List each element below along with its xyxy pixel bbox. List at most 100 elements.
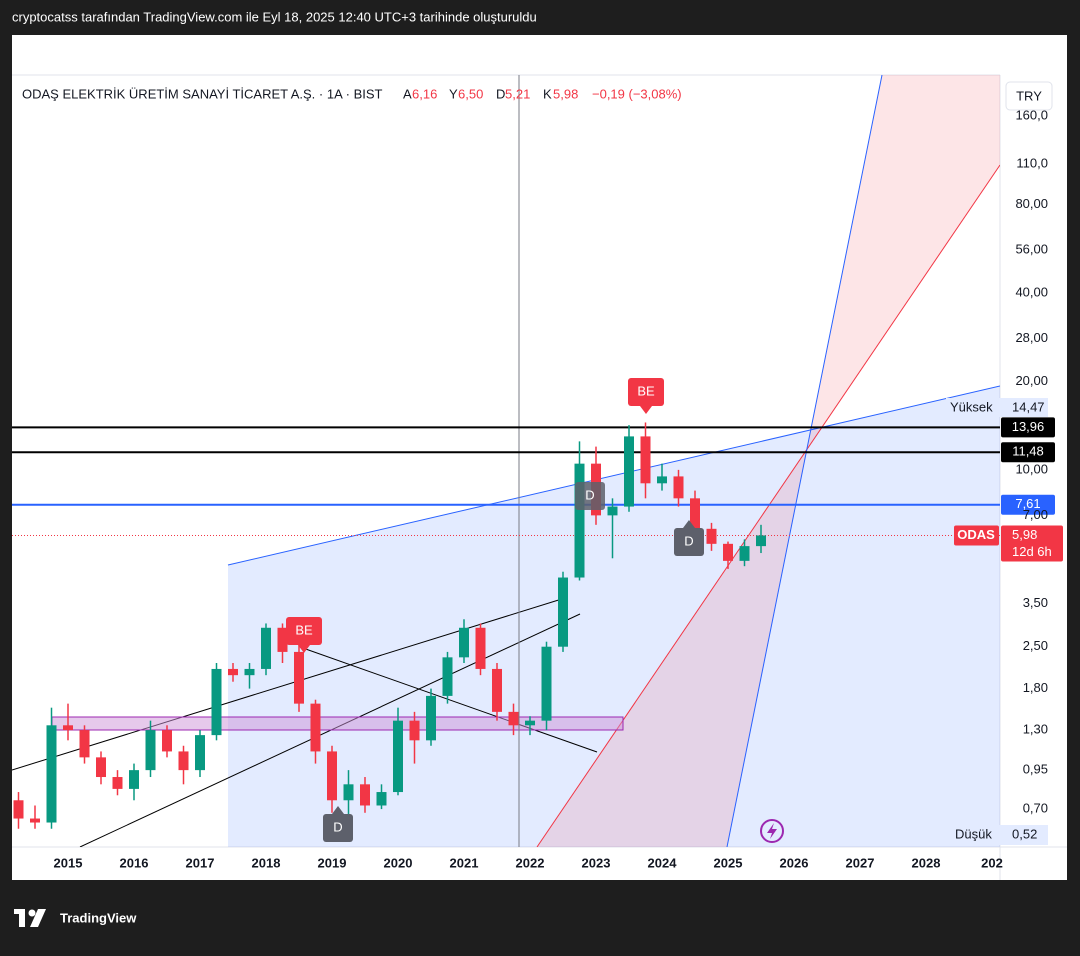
candle-body — [442, 657, 453, 696]
marker-box — [628, 378, 664, 406]
candle-body — [145, 730, 156, 771]
level-tag — [1001, 494, 1055, 515]
candle-body — [574, 463, 585, 578]
price-tick-label: 1,30 — [1023, 722, 1048, 737]
price-tag — [1001, 525, 1063, 562]
high: 6,50 — [458, 86, 483, 101]
time-tick-label: 2018 — [252, 855, 281, 870]
candle-body — [508, 711, 519, 726]
trend-line — [536, 164, 1000, 847]
chart-panel — [12, 35, 1067, 880]
time-tick-label: 202 — [981, 855, 1003, 870]
candle-body — [723, 543, 733, 561]
time-tick-label: 2023 — [582, 855, 611, 870]
marker-tip — [683, 520, 695, 528]
candle-body — [195, 735, 205, 771]
fan-blue — [228, 386, 1000, 847]
time-tick-label: 2019 — [318, 855, 347, 870]
logo-mark — [30, 909, 46, 927]
logo: TradingView — [14, 909, 137, 927]
time-tick-label: 2017 — [186, 855, 215, 870]
candle-body — [30, 818, 40, 823]
candle-body — [624, 436, 634, 507]
currency-button[interactable] — [1005, 81, 1053, 111]
candle-body — [294, 651, 304, 704]
candle-body — [459, 627, 469, 658]
logo-mark — [28, 909, 36, 917]
price-tick-label: 160,0 — [1015, 108, 1048, 123]
candle-body — [277, 627, 288, 652]
symbol: ODAŞ ELEKTRİK ÜRETİM SANAYİ TİCARET A.Ş.… — [22, 86, 383, 101]
candle-body — [541, 646, 552, 721]
price-tick-label: 110,0 — [1016, 155, 1048, 170]
change: −0,19 (−3,08%) — [592, 86, 682, 101]
level-label: 13,96 — [1012, 419, 1045, 434]
event-bolt — [767, 823, 777, 839]
open-label: A — [403, 86, 412, 101]
candle-body — [327, 751, 337, 801]
high-label: Y — [449, 86, 458, 101]
close: 5,98 — [553, 86, 578, 101]
countdown: 12d 6h — [1012, 544, 1052, 559]
price-tick-label: 1,80 — [1023, 680, 1048, 695]
candle-body — [558, 577, 568, 647]
marker: D — [585, 487, 594, 502]
time-tick-label: 2028 — [912, 855, 941, 870]
event-icon[interactable] — [760, 819, 784, 843]
currency: TRY — [1016, 88, 1042, 103]
candle-body — [13, 800, 24, 819]
level-tag — [1001, 417, 1055, 438]
marker: D — [684, 533, 693, 548]
price-tick-label: 28,00 — [1015, 330, 1048, 345]
candle-body — [63, 725, 73, 731]
price-tick-label: 0,70 — [1023, 801, 1048, 816]
marker-box — [286, 617, 322, 645]
zone — [51, 716, 624, 731]
candle-body — [162, 730, 172, 752]
time-tick-label: 2027 — [846, 855, 875, 870]
candle-body — [640, 436, 651, 484]
level-label: 7,61 — [1015, 496, 1040, 511]
price-tick-label: 3,50 — [1023, 595, 1048, 610]
price-tick-label: 56,00 — [1015, 242, 1048, 257]
candle-body — [426, 695, 436, 741]
time-tick-label: 2022 — [516, 855, 545, 870]
price-tick-label: 10,00 — [1015, 461, 1048, 476]
logo-mark — [19, 909, 25, 927]
markers: BE BE D D D — [286, 378, 784, 843]
trend-line — [299, 646, 598, 753]
trend-line — [726, 75, 883, 847]
low: 5,21 — [505, 86, 530, 101]
header: cryptocatss tarafından TradingView.com i… — [12, 9, 537, 24]
marker: BE — [295, 622, 313, 637]
price-tick-label: 80,00 — [1015, 196, 1048, 211]
marker-box — [323, 814, 353, 842]
candle-body — [211, 668, 222, 736]
candle-body — [244, 668, 255, 676]
candle-body — [228, 668, 238, 676]
candle-body — [96, 757, 106, 778]
marker-tip — [332, 806, 344, 814]
candle-body — [673, 476, 684, 499]
close-label: K — [543, 86, 552, 101]
candle-body — [690, 498, 700, 529]
marker: D — [333, 819, 342, 834]
time-tick-label: 2021 — [450, 855, 479, 870]
time-tick-label: 2024 — [648, 855, 678, 870]
levels: 13,96 11,48 7,61 ODAS 5,98 12d 6h Yüksek 14,47 D… — [12, 398, 1063, 845]
marker-box — [575, 482, 605, 510]
candle-body — [492, 668, 502, 712]
candle-body — [112, 777, 123, 789]
time-tick-label: 2016 — [120, 855, 149, 870]
brand: TradingView — [60, 910, 137, 925]
low-badge — [950, 825, 1048, 845]
high-name: Yüksek — [950, 399, 993, 414]
candle-body — [261, 627, 271, 669]
high-value: 14,47 — [1012, 399, 1045, 414]
low-value: 0,52 — [1012, 826, 1037, 841]
price-tick-label: 2,50 — [1023, 638, 1048, 653]
candle-body — [310, 703, 321, 752]
time-tick-label: 2026 — [780, 855, 809, 870]
